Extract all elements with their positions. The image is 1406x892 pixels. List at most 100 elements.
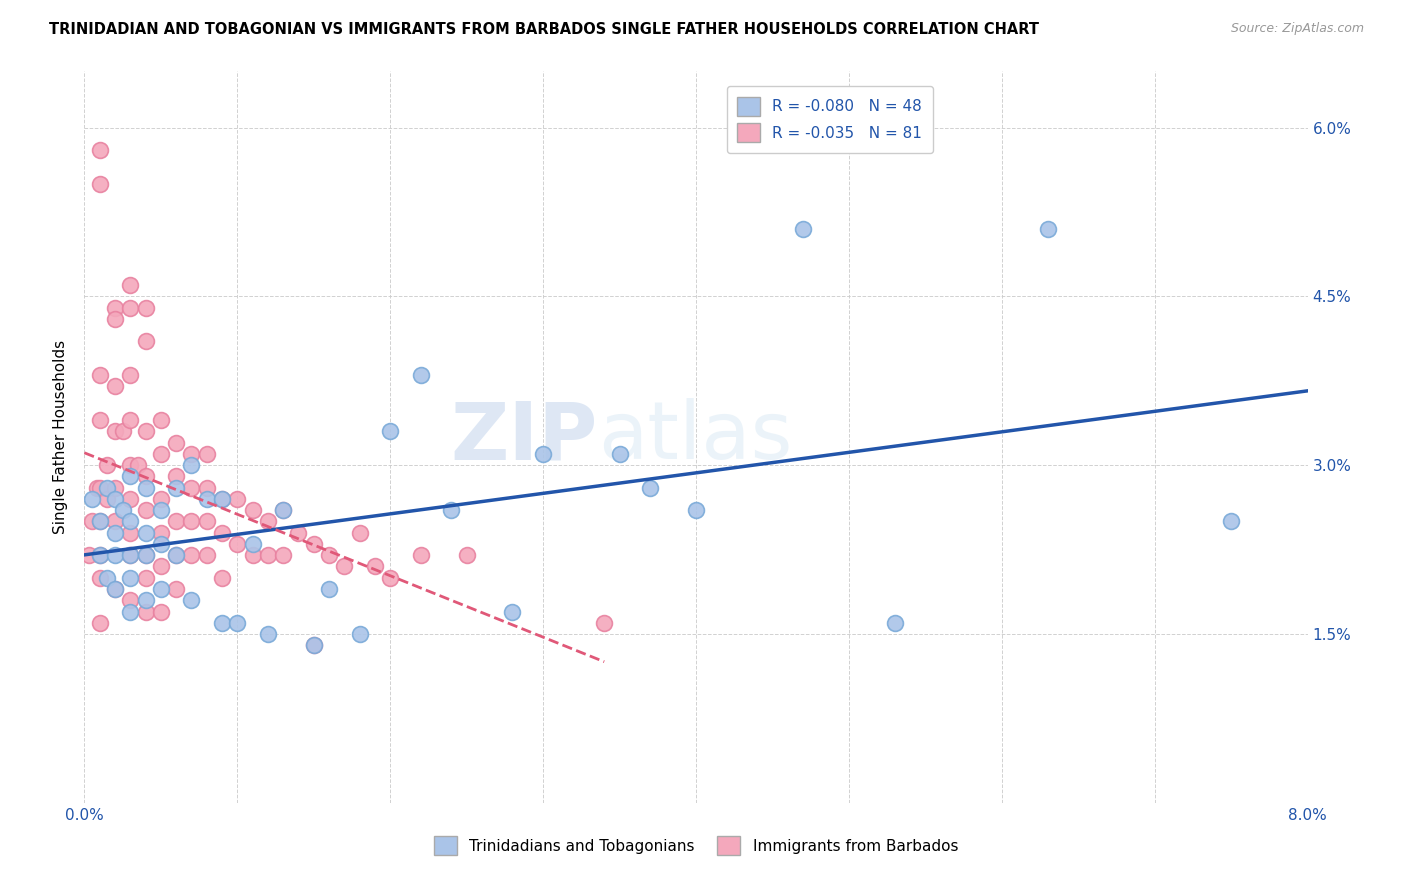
Point — [104, 491, 127, 506]
Legend: Trinidadians and Tobagonians, Immigrants from Barbados: Trinidadians and Tobagonians, Immigrants… — [427, 830, 965, 861]
Point — [1220, 515, 1243, 529]
Text: Source: ZipAtlas.com: Source: ZipAtlas.com — [1230, 22, 1364, 36]
Point — [165, 548, 187, 562]
Point — [120, 301, 142, 315]
Point — [242, 537, 264, 551]
Point — [1036, 222, 1059, 236]
Y-axis label: Single Father Households: Single Father Households — [53, 340, 69, 534]
Point — [135, 525, 157, 540]
Point — [135, 605, 157, 619]
Point — [502, 605, 524, 619]
Point — [165, 435, 187, 450]
Point — [638, 481, 661, 495]
Point — [226, 537, 249, 551]
Point — [135, 301, 157, 315]
Point — [211, 571, 233, 585]
Point — [271, 503, 294, 517]
Point — [409, 368, 432, 383]
Point — [226, 615, 249, 630]
Point — [120, 548, 142, 562]
Point — [89, 548, 111, 562]
Point — [89, 177, 111, 191]
Point — [149, 605, 172, 619]
Point — [180, 481, 202, 495]
Point — [120, 469, 142, 483]
Point — [302, 537, 325, 551]
Point — [211, 491, 233, 506]
Text: atlas: atlas — [598, 398, 793, 476]
Point — [120, 593, 142, 607]
Point — [135, 503, 157, 517]
Point — [456, 548, 478, 562]
Point — [180, 447, 202, 461]
Point — [135, 469, 157, 483]
Point — [149, 447, 172, 461]
Point — [257, 627, 280, 641]
Point — [149, 582, 172, 596]
Text: ZIP: ZIP — [451, 398, 598, 476]
Point — [302, 638, 325, 652]
Point — [89, 571, 111, 585]
Point — [195, 447, 218, 461]
Point — [120, 605, 142, 619]
Point — [149, 525, 172, 540]
Point — [86, 481, 108, 495]
Point — [195, 491, 218, 506]
Point — [609, 447, 631, 461]
Point — [104, 425, 127, 439]
Point — [104, 312, 127, 326]
Point — [120, 278, 142, 293]
Point — [380, 425, 402, 439]
Point — [104, 481, 127, 495]
Point — [318, 548, 340, 562]
Point — [104, 582, 127, 596]
Point — [120, 491, 142, 506]
Point — [135, 548, 157, 562]
Point — [380, 571, 402, 585]
Point — [287, 525, 309, 540]
Point — [96, 481, 118, 495]
Point — [149, 537, 172, 551]
Point — [120, 368, 142, 383]
Point — [135, 334, 157, 349]
Point — [120, 548, 142, 562]
Point — [89, 515, 111, 529]
Point — [349, 627, 371, 641]
Text: TRINIDADIAN AND TOBAGONIAN VS IMMIGRANTS FROM BARBADOS SINGLE FATHER HOUSEHOLDS : TRINIDADIAN AND TOBAGONIAN VS IMMIGRANTS… — [49, 22, 1039, 37]
Point — [149, 491, 172, 506]
Point — [89, 143, 111, 157]
Point — [271, 503, 294, 517]
Point — [120, 571, 142, 585]
Point — [96, 458, 118, 473]
Point — [96, 571, 118, 585]
Point — [531, 447, 554, 461]
Point — [135, 425, 157, 439]
Point — [883, 615, 905, 630]
Point — [180, 458, 202, 473]
Point — [349, 525, 371, 540]
Point — [440, 503, 463, 517]
Point — [135, 593, 157, 607]
Point — [180, 548, 202, 562]
Point — [318, 582, 340, 596]
Point — [195, 515, 218, 529]
Point — [80, 491, 103, 506]
Point — [226, 491, 249, 506]
Point — [165, 481, 187, 495]
Point — [302, 638, 325, 652]
Point — [271, 548, 294, 562]
Point — [135, 481, 157, 495]
Point — [149, 503, 172, 517]
Point — [685, 503, 707, 517]
Point — [104, 379, 127, 393]
Point — [180, 593, 202, 607]
Point — [89, 413, 111, 427]
Point — [149, 413, 172, 427]
Point — [77, 548, 100, 562]
Point — [257, 515, 280, 529]
Point — [96, 491, 118, 506]
Point — [195, 548, 218, 562]
Point — [127, 458, 149, 473]
Point — [111, 503, 134, 517]
Point — [165, 515, 187, 529]
